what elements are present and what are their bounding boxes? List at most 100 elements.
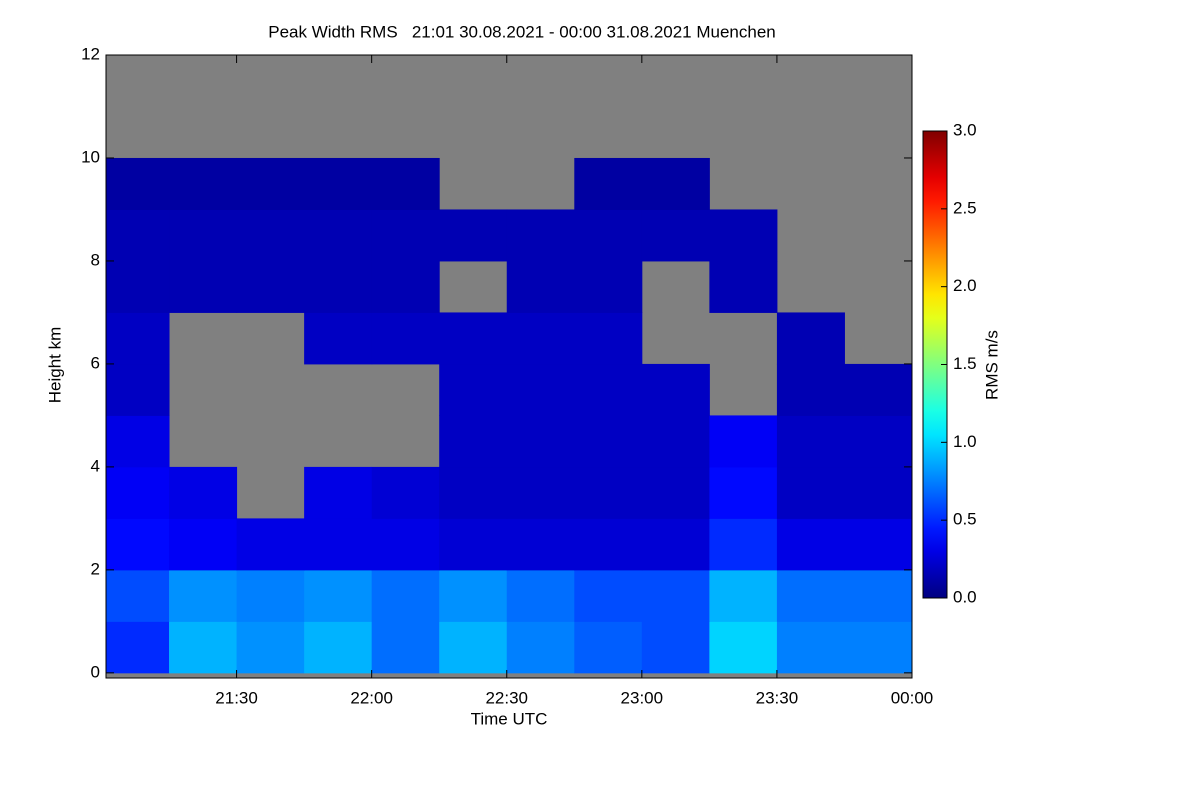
x-tick-label: 23:00 xyxy=(621,688,664,707)
heatmap-cell xyxy=(236,209,305,262)
heatmap-cell xyxy=(106,518,170,571)
heatmap-cell xyxy=(439,466,508,519)
heatmap-cell xyxy=(236,621,305,674)
x-tick-label: 00:00 xyxy=(891,688,934,707)
heatmap-cell xyxy=(106,260,170,313)
heatmap-cell xyxy=(641,518,710,571)
heatmap-cell xyxy=(506,415,575,468)
x-axis-label: Time UTC xyxy=(471,709,548,728)
heatmap-cell xyxy=(506,209,575,262)
x-tick-label: 21:30 xyxy=(215,688,258,707)
heatmap-cell xyxy=(776,466,845,519)
heatmap-cell xyxy=(106,621,170,674)
heatmap-cell xyxy=(169,209,238,262)
heatmap-cell xyxy=(371,209,440,262)
heatmap-cell xyxy=(574,363,643,416)
heatmap-cell xyxy=(574,621,643,674)
heatmap-cell xyxy=(776,415,845,468)
y-tick-label: 2 xyxy=(91,559,100,578)
heatmap-cell xyxy=(641,621,710,674)
x-tick-label: 23:30 xyxy=(756,688,799,707)
heatmap-cell xyxy=(371,621,440,674)
heatmap-cell xyxy=(439,569,508,622)
colorbar-tick-label: 1.5 xyxy=(953,354,977,373)
heatmap-cell xyxy=(304,260,373,313)
chart-title: Peak Width RMS 21:01 30.08.2021 - 00:00 … xyxy=(268,22,776,41)
heatmap-cell xyxy=(236,518,305,571)
heatmap-cell xyxy=(844,363,913,416)
heatmap-cell xyxy=(776,569,845,622)
heatmap-cell xyxy=(371,466,440,519)
heatmap-cell xyxy=(371,260,440,313)
heatmap-cell xyxy=(709,466,778,519)
heatmap-cell xyxy=(844,621,913,674)
heatmap-cell xyxy=(304,518,373,571)
heatmap-cell xyxy=(304,157,373,210)
heatmap-cell xyxy=(506,569,575,622)
heatmap-cell xyxy=(709,518,778,571)
heatmap-cell xyxy=(574,518,643,571)
heatmap-cell xyxy=(506,466,575,519)
heatmap-cell xyxy=(106,363,170,416)
heatmap-cell xyxy=(709,621,778,674)
heatmap-cell xyxy=(169,157,238,210)
heatmap-cell xyxy=(776,621,845,674)
heatmap-cell xyxy=(106,209,170,262)
heatmap-cell xyxy=(506,260,575,313)
heatmap-cell xyxy=(236,569,305,622)
heatmap-cell xyxy=(439,312,508,365)
heatmap-cell xyxy=(506,518,575,571)
heatmap-cell xyxy=(371,157,440,210)
heatmap-cell xyxy=(106,157,170,210)
heatmap-cell xyxy=(641,363,710,416)
heatmap-cell xyxy=(506,363,575,416)
heatmap-cell xyxy=(709,260,778,313)
colorbar-tick-label: 2.5 xyxy=(953,198,977,217)
heatmap-cell xyxy=(574,157,643,210)
heatmap-cell xyxy=(439,621,508,674)
heatmap-cell xyxy=(439,209,508,262)
heatmap-cell xyxy=(776,518,845,571)
heatmap-cell xyxy=(641,157,710,210)
heatmap-cell xyxy=(709,209,778,262)
colorbar-tick-label: 3.0 xyxy=(953,120,977,139)
heatmap-cell xyxy=(106,312,170,365)
heatmap-cell xyxy=(371,518,440,571)
heatmap-cell xyxy=(776,363,845,416)
y-tick-label: 4 xyxy=(91,456,100,475)
heatmap-cell xyxy=(304,621,373,674)
heatmap-cell xyxy=(371,569,440,622)
heatmap-cell xyxy=(169,621,238,674)
heatmap-cell xyxy=(169,518,238,571)
heatmap-cell xyxy=(574,260,643,313)
y-tick-label: 8 xyxy=(91,250,100,269)
x-tick-label: 22:00 xyxy=(350,688,393,707)
colorbar-tick-label: 0.5 xyxy=(953,510,977,529)
heatmap-cell xyxy=(844,466,913,519)
heatmap-cell xyxy=(169,569,238,622)
heatmap-cell xyxy=(709,569,778,622)
y-tick-label: 6 xyxy=(91,353,100,372)
heatmap-cell xyxy=(371,312,440,365)
heatmap-cell xyxy=(641,415,710,468)
heatmap-cell xyxy=(169,260,238,313)
colorbar-tick-label: 0.0 xyxy=(953,587,977,606)
heatmap-cell xyxy=(236,157,305,210)
heatmap-cell xyxy=(641,466,710,519)
heatmap-cell xyxy=(439,363,508,416)
colorbar-label: RMS m/s xyxy=(982,330,1001,400)
heatmap-cell xyxy=(106,569,170,622)
heatmap-cell xyxy=(574,466,643,519)
heatmap-cell xyxy=(304,209,373,262)
heatmap-cell xyxy=(641,569,710,622)
heatmap-cell xyxy=(304,466,373,519)
heatmap-cell xyxy=(169,466,238,519)
heatmap-cell xyxy=(106,466,170,519)
heatmap-cell xyxy=(506,621,575,674)
heatmap-cell xyxy=(439,415,508,468)
x-tick-label: 22:30 xyxy=(485,688,528,707)
y-axis-label: Height km xyxy=(45,327,64,404)
y-tick-label: 0 xyxy=(91,662,100,681)
heatmap-cell xyxy=(641,209,710,262)
